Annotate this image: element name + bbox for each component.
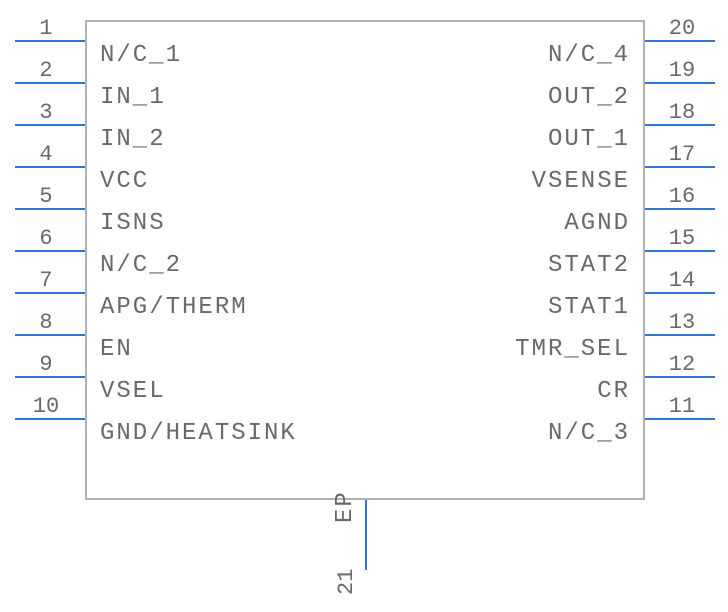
- pin-label-left: APG/THERM: [100, 294, 248, 321]
- pin-number-right: 14: [651, 268, 713, 293]
- pin-number-right: 13: [651, 310, 713, 335]
- pin-number-right: 15: [651, 226, 713, 251]
- pin-number-left: 3: [15, 100, 77, 125]
- pin-label-left: IN_1: [100, 84, 166, 111]
- pin-number-left: 10: [15, 394, 77, 419]
- pin-label-right: OUT_1: [548, 126, 630, 153]
- pin-number-left: 5: [15, 184, 77, 209]
- pin-label-right: CR: [597, 378, 630, 405]
- pin-label-left: VCC: [100, 168, 149, 195]
- pin-label-right: N/C_3: [548, 420, 630, 447]
- pin-number-right: 18: [651, 100, 713, 125]
- pin-number-right: 19: [651, 58, 713, 83]
- pin-label-left: N/C_1: [100, 42, 182, 69]
- pin-label-right: AGND: [564, 210, 630, 237]
- pin-number-left: 4: [15, 142, 77, 167]
- pin-label-right: N/C_4: [548, 42, 630, 69]
- pin-label-right: OUT_2: [548, 84, 630, 111]
- pin-number-right: 12: [651, 352, 713, 377]
- pin-number-right: 20: [651, 16, 713, 41]
- pin-number-left: 1: [15, 16, 77, 41]
- pin-label-left: VSEL: [100, 378, 166, 405]
- pin-label-left: ISNS: [100, 210, 166, 237]
- pin-number-left: 2: [15, 58, 77, 83]
- pin-label-right: STAT2: [548, 252, 630, 279]
- pin-label-left: EN: [100, 336, 133, 363]
- pin-label-right: STAT1: [548, 294, 630, 321]
- pin-number-right: 11: [651, 394, 713, 419]
- pin-label-right: TMR_SEL: [515, 336, 630, 363]
- pin-label-left: GND/HEATSINK: [100, 420, 297, 447]
- pin-number-left: 6: [15, 226, 77, 251]
- pin-number-left: 9: [15, 352, 77, 377]
- pin-label-left: N/C_2: [100, 252, 182, 279]
- pin-label-right: VSENSE: [532, 168, 630, 195]
- pin-number-right: 17: [651, 142, 713, 167]
- pin-number-right: 16: [651, 184, 713, 209]
- bottom-pin-line: [365, 500, 367, 570]
- bottom-pin-number: 21: [334, 569, 359, 595]
- bottom-pin-label: EP: [332, 490, 359, 523]
- pin-label-left: IN_2: [100, 126, 166, 153]
- pin-number-left: 8: [15, 310, 77, 335]
- pin-number-left: 7: [15, 268, 77, 293]
